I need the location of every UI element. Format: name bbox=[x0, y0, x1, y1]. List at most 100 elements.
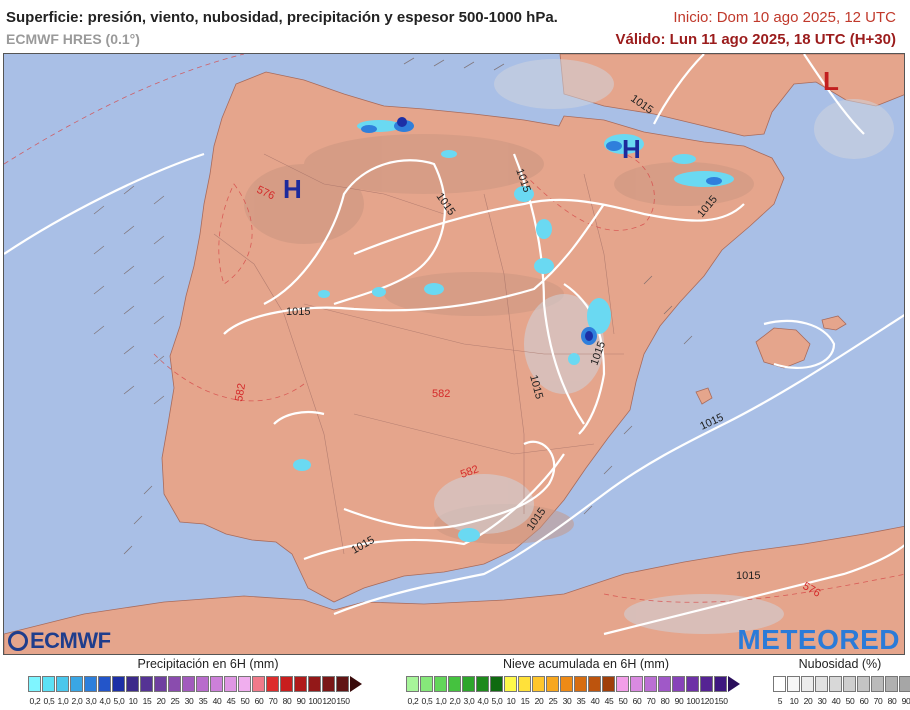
legend-swatch bbox=[126, 676, 139, 692]
legend-tick-label: 5,0 bbox=[491, 696, 503, 706]
legend-swatch bbox=[490, 676, 503, 692]
map-title: Superficie: presión, viento, nubosidad, … bbox=[6, 9, 558, 26]
legend-ticks: 5 10 20 30 40 50 60 70 80 90 bbox=[773, 696, 910, 708]
legend-tick-label: 2,0 bbox=[449, 696, 461, 706]
meteored-logo: METEORED bbox=[737, 624, 900, 655]
legend-swatch bbox=[588, 676, 601, 692]
legend-swatch bbox=[602, 676, 615, 692]
map-canvas: 1015 1015 1015 1015 1015 1015 1015 1015 … bbox=[4, 54, 904, 654]
legend-tick-label: 25 bbox=[170, 696, 180, 706]
legend-tick-label: 35 bbox=[576, 696, 586, 706]
valid-time: Válido: Lun 11 ago 2025, 18 UTC (H+30) bbox=[615, 31, 896, 48]
menorca bbox=[821, 315, 847, 331]
legend-swatch bbox=[252, 676, 265, 692]
legend-swatch bbox=[154, 676, 167, 692]
legend-tick-label: 1,0 bbox=[57, 696, 69, 706]
wind-barbs bbox=[93, 57, 693, 555]
legend-tick-label: 45 bbox=[604, 696, 614, 706]
legend-swatch bbox=[773, 676, 786, 692]
low-pressure-centre: L bbox=[823, 66, 839, 96]
legend-tick-label: 40 bbox=[590, 696, 600, 706]
legend-tick-label: 1,0 bbox=[435, 696, 447, 706]
legend-tick-label: 80 bbox=[282, 696, 292, 706]
legend-tick-label: 60 bbox=[254, 696, 264, 706]
legend-tick-label: 40 bbox=[831, 696, 841, 706]
legend-color-bar bbox=[773, 676, 910, 692]
legend-tick-label: 3,0 bbox=[463, 696, 475, 706]
legend-tick-label: 90 bbox=[901, 696, 910, 706]
legend-tick-label: 40 bbox=[212, 696, 222, 706]
legend-tick-label: 0,5 bbox=[43, 696, 55, 706]
legend-tick-label: 30 bbox=[562, 696, 572, 706]
legend-tick-label: 20 bbox=[803, 696, 813, 706]
legend-tick-label: 3,0 bbox=[85, 696, 97, 706]
borders bbox=[213, 153, 624, 555]
precipitation-areas bbox=[293, 117, 734, 542]
legend-tick-label: 4,0 bbox=[477, 696, 489, 706]
cloud-cover bbox=[434, 59, 894, 634]
legend-tick-label: 70 bbox=[268, 696, 278, 706]
legend-tick-label: 150 bbox=[336, 696, 350, 706]
thickness-contours bbox=[4, 54, 904, 603]
legend-swatch bbox=[224, 676, 237, 692]
legend-swatch bbox=[434, 676, 447, 692]
legend-swatch bbox=[322, 676, 335, 692]
legend-arrow-icon bbox=[350, 676, 362, 692]
legend-tick-label: 50 bbox=[240, 696, 250, 706]
legend-swatch bbox=[801, 676, 814, 692]
ecmwf-logo-icon bbox=[8, 631, 28, 651]
thickness-labels: 576 582 582 582 576 bbox=[233, 184, 822, 600]
legend-tick-label: 80 bbox=[887, 696, 897, 706]
legend-swatch bbox=[266, 676, 279, 692]
ecmwf-logo-text: ECMWF bbox=[30, 628, 111, 653]
legend-swatch bbox=[871, 676, 884, 692]
legend-swatch bbox=[196, 676, 209, 692]
legend-swatch bbox=[644, 676, 657, 692]
legend-swatch bbox=[210, 676, 223, 692]
legend-swatch bbox=[84, 676, 97, 692]
legend-swatch bbox=[462, 676, 475, 692]
legend-tick-label: 15 bbox=[520, 696, 530, 706]
isobars bbox=[4, 54, 904, 636]
legend-swatch bbox=[70, 676, 83, 692]
legend-tick-label: 150 bbox=[714, 696, 728, 706]
legend-tick-label: 80 bbox=[660, 696, 670, 706]
legend-tick-label: 50 bbox=[618, 696, 628, 706]
legend-tick-label: 120 bbox=[700, 696, 714, 706]
legend-tick-label: 120 bbox=[322, 696, 336, 706]
legend-swatch bbox=[518, 676, 531, 692]
ecmwf-logo: ECMWF bbox=[8, 628, 111, 654]
isobar-label: 1015 bbox=[286, 306, 310, 318]
legend-swatch bbox=[420, 676, 433, 692]
legend-tick-label: 100 bbox=[686, 696, 700, 706]
legend-swatch bbox=[238, 676, 251, 692]
legend-tick-label: 70 bbox=[646, 696, 656, 706]
legend-swatch bbox=[532, 676, 545, 692]
ibiza bbox=[695, 387, 713, 405]
legend-ticks: 0,2 0,5 1,0 2,0 3,0 4,0 5,0 10 15 20 25 30 35 40 45 50 6… bbox=[28, 696, 350, 708]
legend-tick-label: 0,2 bbox=[29, 696, 41, 706]
legend-swatch bbox=[630, 676, 643, 692]
legend-swatch bbox=[182, 676, 195, 692]
weather-map: 1015 1015 1015 1015 1015 1015 1015 1015 … bbox=[3, 53, 905, 655]
legend-swatch bbox=[406, 676, 419, 692]
legend-swatch bbox=[829, 676, 842, 692]
legend-swatch bbox=[98, 676, 111, 692]
mallorca bbox=[755, 327, 811, 369]
legend-swatch bbox=[616, 676, 629, 692]
thickness-label: 582 bbox=[432, 388, 450, 400]
legend-color-bar bbox=[28, 676, 362, 692]
legend-swatch bbox=[504, 676, 517, 692]
legend-arrow-icon bbox=[728, 676, 740, 692]
legend-ticks: 0,2 0,5 1,0 2,0 3,0 4,0 5,0 10 15 20 25 30 35 40 45 50 6… bbox=[406, 696, 728, 708]
legend-swatch bbox=[546, 676, 559, 692]
legend-tick-label: 0,5 bbox=[421, 696, 433, 706]
legend-tick-label: 45 bbox=[226, 696, 236, 706]
legend-tick-label: 15 bbox=[142, 696, 152, 706]
legend-tick-label: 30 bbox=[184, 696, 194, 706]
legend-swatch bbox=[787, 676, 800, 692]
legend-swatch bbox=[294, 676, 307, 692]
legend-swatch bbox=[815, 676, 828, 692]
thickness-label: 582 bbox=[459, 463, 480, 481]
legend-swatch bbox=[280, 676, 293, 692]
